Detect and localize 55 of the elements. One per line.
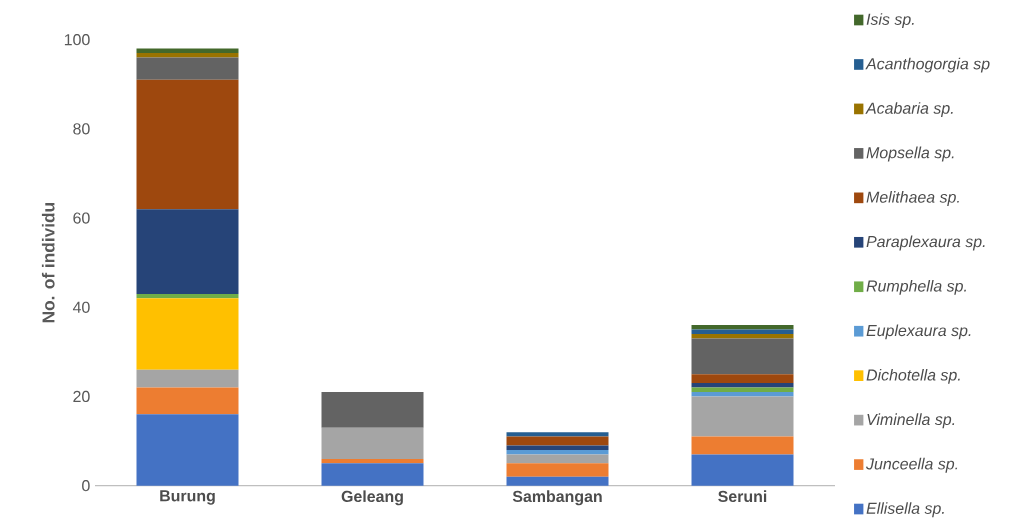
legend-label: Rumphella sp. [866, 279, 966, 295]
bar [691, 454, 794, 486]
bar [691, 396, 794, 437]
y-tick-label: 60 [73, 212, 90, 224]
bar [691, 374, 794, 384]
bar [136, 79, 239, 210]
bar [506, 445, 609, 450]
bar [691, 334, 794, 339]
bar [136, 293, 239, 299]
bar [136, 57, 239, 80]
legend-label: Junceella sp. [866, 457, 958, 473]
bar [506, 449, 609, 455]
y-tick-label: 100 [64, 34, 90, 46]
bar [691, 325, 794, 330]
bar [136, 369, 239, 388]
bar [691, 436, 794, 455]
bar [691, 383, 794, 388]
legend-label: Acabaria sp. [865, 102, 953, 118]
legend-label: Dichotella sp. [866, 368, 960, 384]
bar [136, 414, 239, 486]
bar [136, 298, 239, 370]
legend-label: Isis sp. [866, 13, 914, 29]
bar [136, 209, 239, 294]
legend-label: Ellisella sp. [866, 502, 944, 518]
bar [691, 387, 794, 393]
legend-label: Euplexaura sp. [866, 324, 971, 340]
y-tick-label: 40 [72, 301, 90, 313]
legend-label: Melithaea sp. [866, 191, 959, 206]
x-tick-label: Seruni [718, 490, 767, 503]
bar [321, 392, 424, 428]
y-tick-label: 0 [82, 480, 90, 492]
x-tick-label: Sambangan [512, 490, 602, 506]
bar [506, 454, 609, 464]
bar [136, 53, 239, 58]
bar [506, 432, 609, 437]
bar [136, 387, 239, 415]
bar [691, 392, 794, 397]
bar [691, 329, 794, 335]
bar [321, 463, 424, 486]
bar [506, 476, 609, 486]
legend-label: Paraplexaura sp. [866, 235, 985, 251]
legend-label: Viminella sp. [867, 413, 955, 429]
legend-label: Acanthogorgia sp [865, 57, 990, 73]
bar [506, 436, 609, 446]
bar [321, 427, 424, 459]
y-axis-title: No. of individu [41, 203, 55, 323]
legend-label: Mopsella sp. [866, 146, 954, 162]
bar [691, 338, 794, 375]
bar [321, 458, 424, 464]
x-tick-label: Geleang [341, 490, 403, 506]
bar [506, 463, 609, 477]
y-tick-label: 80 [73, 123, 90, 135]
x-tick-label: Burung [160, 490, 215, 505]
bar [136, 48, 239, 54]
y-tick-label: 20 [73, 390, 90, 403]
